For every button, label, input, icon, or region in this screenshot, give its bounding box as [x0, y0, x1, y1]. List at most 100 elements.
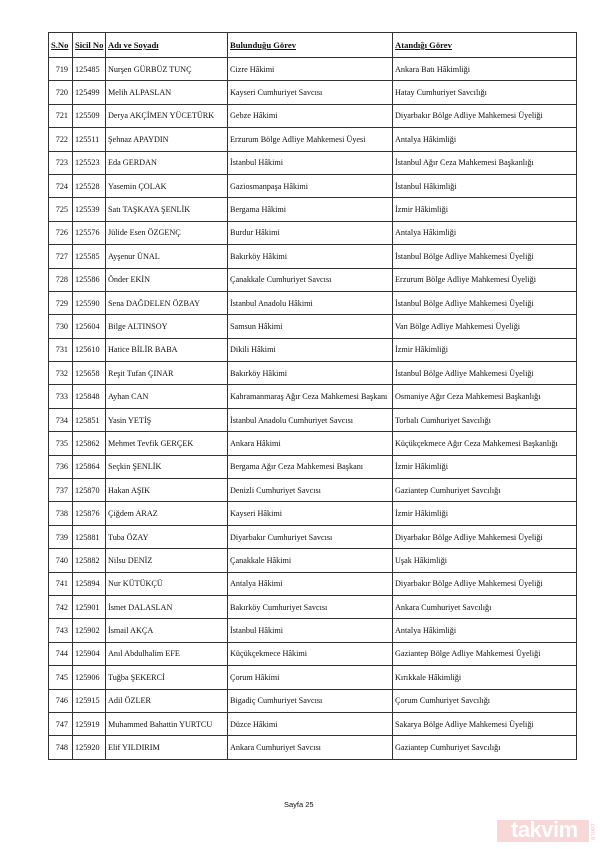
cell-assigned-post: İstanbul Ağır Ceza Mahkemesi Başkanlığı [392, 150, 577, 175]
cell-sicil-no: 125585 [72, 244, 106, 269]
table-row: 747 125919 Muhammed Bahattin YURTCU Düzce H… [48, 711, 577, 737]
table-row: 727 125585 Ayşenur ÜNAL Bakırköy Hâkimi İsta… [48, 244, 577, 269]
cell-current-post: Bergama Hâkimi [227, 197, 393, 222]
cell-assigned-post: Erzurum Bölge Adliye Mahkemesi Üyeliği [392, 267, 577, 292]
cell-sicil-no: 125499 [72, 80, 106, 105]
cell-sicil-no: 125881 [72, 524, 106, 550]
cell-current-post: Bakırköy Cumhuriyet Savcısı [227, 594, 393, 620]
cell-assigned-post: Çorum Cumhuriyet Savcılığı [392, 688, 577, 713]
cell-assigned-post: Diyarbakır Bölge Adliye Mahkemesi Üyeliğ… [392, 103, 577, 129]
cell-sicil-no: 125511 [72, 127, 106, 152]
cell-current-post: Çanakkale Hâkimi [227, 548, 393, 573]
table-row: 728 125586 Önder EKİN Çanakkale Cumhuriyet … [48, 267, 577, 292]
cell-sicil-no: 125894 [72, 571, 106, 596]
cell-name: Tuba ÖZAY [105, 524, 228, 550]
cell-sno: 726 [48, 220, 73, 246]
cell-sicil-no: 125902 [72, 618, 106, 643]
cell-sno: 742 [48, 594, 73, 620]
cell-name: Önder EKİN [105, 267, 228, 292]
cell-sicil-no: 125610 [72, 337, 106, 363]
cell-name: Nurşen GÜRBÜZ TUNÇ [105, 56, 228, 82]
table-row: 743 125902 İsmail AKÇA İstanbul Hâkimi Antal… [48, 618, 577, 643]
takvim-watermark-logo: takvim .com.tr [497, 817, 597, 844]
table-row: 721 125509 Derya AKÇİMEN YÜCETÜRK Gebze Hâk… [48, 103, 577, 129]
cell-sno: 723 [48, 150, 73, 175]
table-row: 730 125604 Bilge ALTINSOY Samsun Hâkimi Van … [48, 314, 577, 339]
cell-sno: 719 [48, 56, 73, 82]
cell-name: Satı TAŞKAYA ŞENLİK [105, 197, 228, 222]
cell-current-post: Kahramanmaraş Ağır Ceza Mahkemesi Başkan… [227, 384, 393, 409]
cell-sicil-no: 125864 [72, 454, 106, 480]
cell-name: Seçkin ŞENLİK [105, 454, 228, 480]
table-header-row: S.No Sicil No Adı ve Soyadı Bulunduğu Gö… [48, 32, 577, 58]
table-row: 732 125658 Reşit Tufan ÇINAR Bakırköy Hâkim… [48, 361, 577, 386]
appointments-table: S.No Sicil No Adı ve Soyadı Bulunduğu Gö… [48, 32, 577, 760]
cell-sicil-no: 125870 [72, 478, 106, 503]
cell-name: Anıl Abdulhalim EFE [105, 641, 228, 667]
cell-current-post: İstanbul Anadolu Cumhuriyet Savcısı [227, 407, 393, 433]
cell-name: Hatice BİLİR BABA [105, 337, 228, 363]
cell-current-post: Bakırköy Hâkimi [227, 244, 393, 269]
cell-name: Çiğdem ARAZ [105, 501, 228, 526]
cell-sno: 744 [48, 641, 73, 667]
cell-sno: 743 [48, 618, 73, 643]
table-row: 734 125851 Yasin YETİŞ İstanbul Anadolu Cum… [48, 407, 577, 433]
cell-sno: 731 [48, 337, 73, 363]
cell-assigned-post: Osmaniye Ağır Ceza Mahkemesi Başkanlığı [392, 384, 577, 409]
cell-sicil-no: 125920 [72, 735, 106, 760]
cell-name: Mehmet Tevfik GERÇEK [105, 431, 228, 456]
cell-sno: 747 [48, 711, 73, 737]
table-row: 729 125590 Sena DAĞDELEN ÖZBAY İstanbul Ana… [48, 290, 577, 316]
table-row: 719 125485 Nurşen GÜRBÜZ TUNÇ Cizre Hâkimi A… [48, 56, 577, 82]
cell-assigned-post: İstanbul Bölge Adliye Mahkemesi Üyeliği [392, 244, 577, 269]
cell-assigned-post: Küçükçekmece Ağır Ceza Mahkemesi Başkanl… [392, 431, 577, 456]
cell-sicil-no: 125604 [72, 314, 106, 339]
cell-assigned-post: İzmir Hâkimliği [392, 197, 577, 222]
cell-current-post: Küçükçekmece Hâkimi [227, 641, 393, 667]
cell-current-post: İstanbul Hâkimi [227, 618, 393, 643]
cell-name: Ayşenur ÜNAL [105, 244, 228, 269]
cell-sicil-no: 125523 [72, 150, 106, 175]
cell-sicil-no: 125915 [72, 688, 106, 713]
cell-sno: 721 [48, 103, 73, 129]
cell-sicil-no: 125586 [72, 267, 106, 292]
cell-current-post: Burdur Hâkimi [227, 220, 393, 246]
cell-current-post: Kayseri Hâkimi [227, 501, 393, 526]
cell-sno: 729 [48, 290, 73, 316]
cell-assigned-post: Uşak Hâkimliği [392, 548, 577, 573]
table-row: 741 125894 Nur KÜTÜKÇÜ Antalya Hâkimi Diyarb… [48, 571, 577, 596]
cell-current-post: Bigadiç Cumhuriyet Savcısı [227, 688, 393, 713]
cell-sno: 736 [48, 454, 73, 480]
cell-assigned-post: Ankara Cumhuriyet Savcılığı [392, 594, 577, 620]
cell-name: Sena DAĞDELEN ÖZBAY [105, 290, 228, 316]
table-row: 724 125528 Yasemin ÇOLAK Gaziosmanpaşa Hâki… [48, 173, 577, 199]
cell-current-post: Dikili Hâkimi [227, 337, 393, 363]
cell-assigned-post: İzmir Hâkimliği [392, 454, 577, 480]
header-sicil-no: Sicil No [72, 32, 106, 58]
cell-sno: 722 [48, 127, 73, 152]
cell-assigned-post: İstanbul Bölge Adliye Mahkemesi Üyeliği [392, 361, 577, 386]
cell-sno: 746 [48, 688, 73, 713]
cell-current-post: Cizre Hâkimi [227, 56, 393, 82]
cell-sno: 740 [48, 548, 73, 573]
cell-current-post: Antalya Hâkimi [227, 571, 393, 596]
cell-name: Tuğba ŞEKERCİ [105, 665, 228, 690]
cell-assigned-post: İstanbul Hâkimliği [392, 173, 577, 199]
cell-assigned-post: Sakarya Bölge Adliye Mahkemesi Üyeliği [392, 711, 577, 737]
cell-name: Derya AKÇİMEN YÜCETÜRK [105, 103, 228, 129]
cell-sicil-no: 125882 [72, 548, 106, 573]
table-row: 738 125876 Çiğdem ARAZ Kayseri Hâkimi İzmir … [48, 501, 577, 526]
cell-assigned-post: Gaziantep Cumhuriyet Savcılığı [392, 735, 577, 760]
cell-sicil-no: 125590 [72, 290, 106, 316]
cell-sicil-no: 125539 [72, 197, 106, 222]
cell-assigned-post: Antalya Hâkimliği [392, 618, 577, 643]
cell-sno: 732 [48, 361, 73, 386]
table-row: 737 125870 Hakan AŞIK Denizli Cumhuriyet Sa… [48, 478, 577, 503]
cell-name: Şehnaz APAYDIN [105, 127, 228, 152]
cell-name: Hakan AŞIK [105, 478, 228, 503]
cell-current-post: Kayseri Cumhuriyet Savcısı [227, 80, 393, 105]
cell-sno: 728 [48, 267, 73, 292]
cell-current-post: Ankara Cumhuriyet Savcısı [227, 735, 393, 760]
cell-name: Bilge ALTINSOY [105, 314, 228, 339]
cell-sno: 734 [48, 407, 73, 433]
